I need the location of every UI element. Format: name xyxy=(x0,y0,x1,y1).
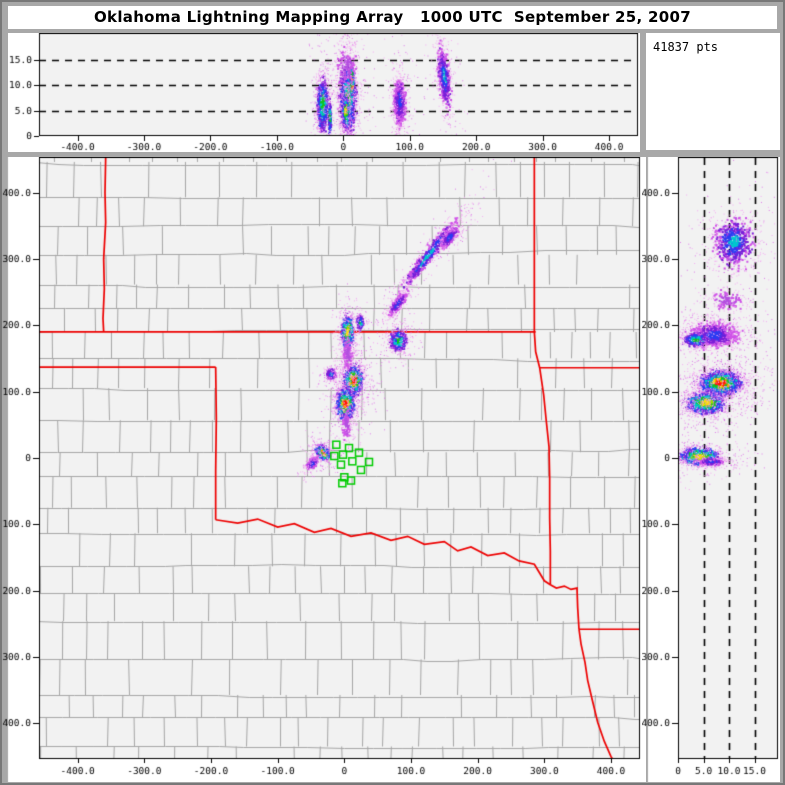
ew-altitude-panel xyxy=(8,33,640,152)
plan-view-plot-canvas xyxy=(2,157,646,782)
ns-altitude-panel xyxy=(642,157,780,782)
ns-altitude-plot-canvas xyxy=(642,157,780,782)
window-title-text: Oklahoma Lightning Mapping Array 1000 UT… xyxy=(94,8,691,26)
plan-view-panel xyxy=(2,157,646,782)
ew-altitude-plot-canvas xyxy=(8,33,640,152)
points-count-panel: 41837 pts xyxy=(646,33,780,150)
window-title-bar: Oklahoma Lightning Mapping Array 1000 UT… xyxy=(8,6,777,29)
points-count-label: 41837 pts xyxy=(653,40,719,54)
